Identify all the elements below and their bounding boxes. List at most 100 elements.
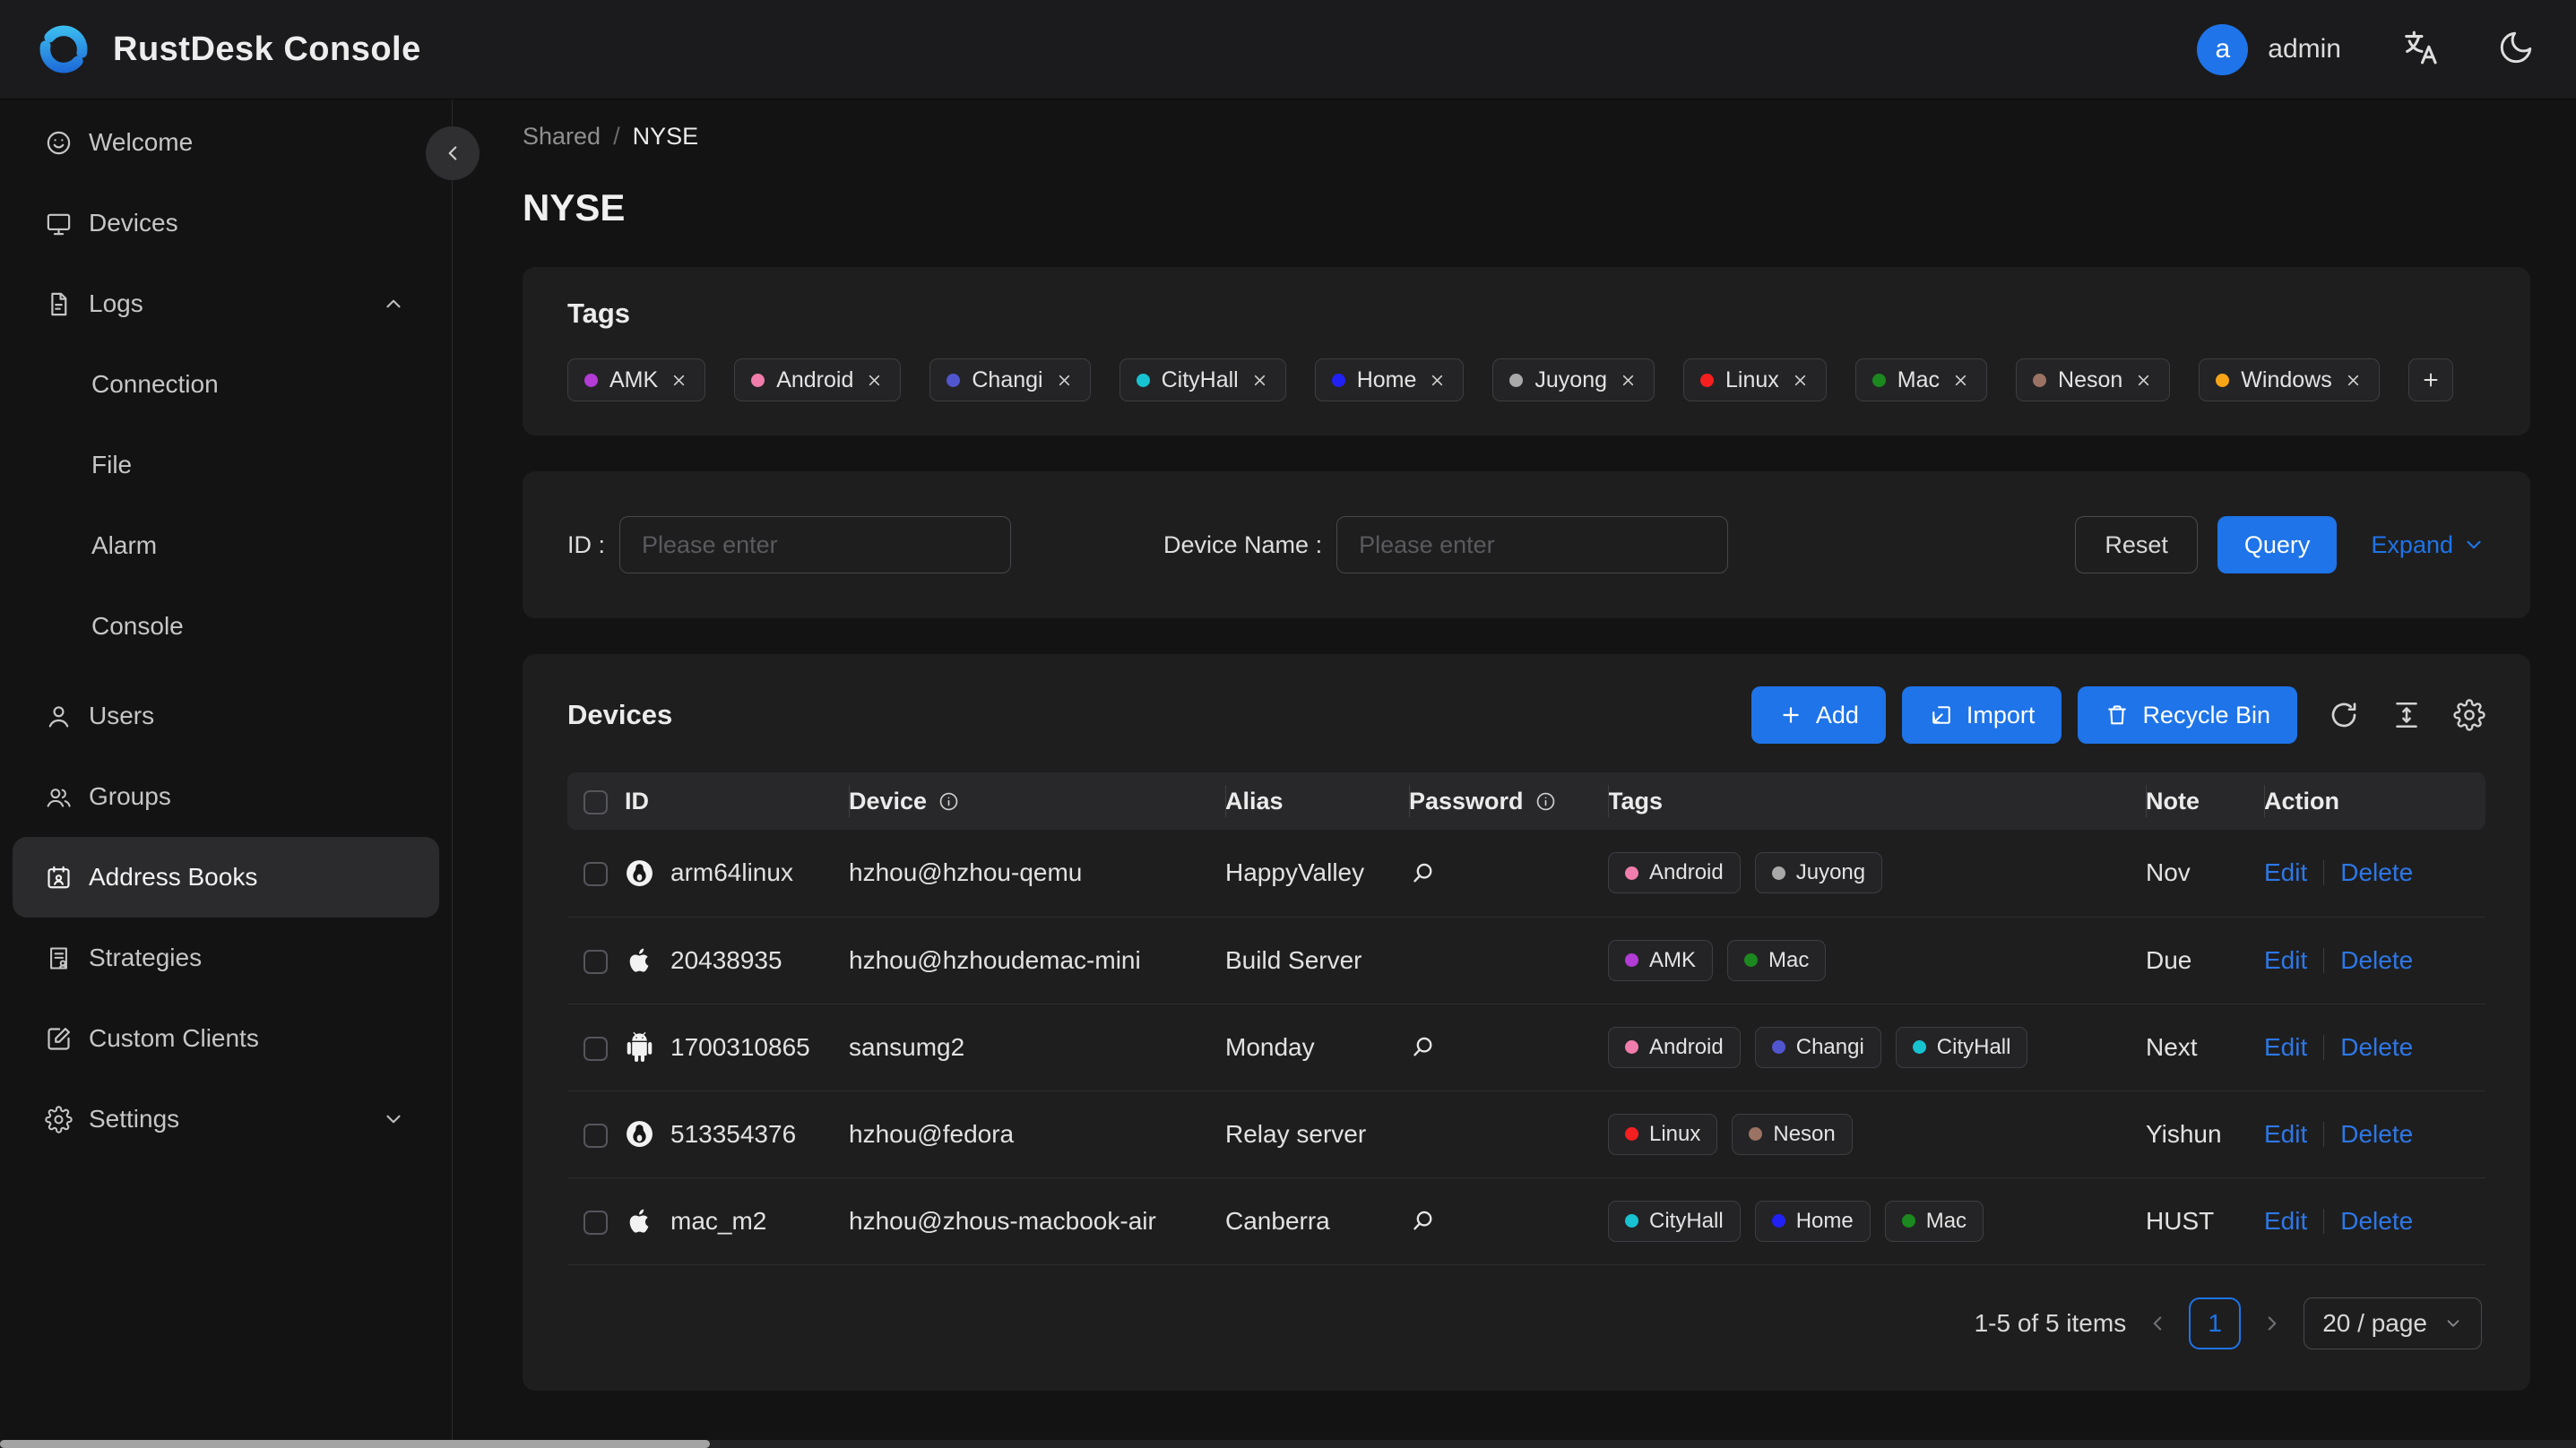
sidebar-item-file[interactable]: File: [13, 425, 439, 505]
close-icon[interactable]: [1951, 371, 1970, 390]
device-alias: Monday: [1225, 1004, 1409, 1091]
translate-icon[interactable]: [2400, 27, 2442, 73]
edit-link[interactable]: Edit: [2264, 945, 2308, 974]
delete-link[interactable]: Delete: [2340, 858, 2414, 887]
close-icon[interactable]: [2344, 371, 2363, 390]
edit-link[interactable]: Edit: [2264, 1032, 2308, 1061]
add-button[interactable]: Add: [1750, 686, 1886, 744]
tag-color-dot: [1700, 373, 1715, 387]
reset-button[interactable]: Reset: [2075, 516, 2198, 573]
username[interactable]: admin: [2268, 34, 2341, 64]
sidebar-item-users[interactable]: Users: [13, 676, 439, 756]
sidebar-item-connection[interactable]: Connection: [13, 344, 439, 425]
row-checkbox[interactable]: [583, 1036, 608, 1061]
close-icon[interactable]: [865, 371, 884, 390]
breadcrumb-parent[interactable]: Shared: [523, 123, 601, 150]
note-cell: Due: [2146, 917, 2264, 1004]
page-size-select[interactable]: 20 / page: [2304, 1297, 2482, 1349]
address-book-icon: [45, 864, 73, 892]
edit-link[interactable]: Edit: [2264, 1119, 2308, 1148]
user-icon: [45, 702, 73, 730]
next-page-button[interactable]: [2260, 1312, 2284, 1335]
close-icon[interactable]: [1055, 371, 1074, 390]
sidebar-item-groups[interactable]: Groups: [13, 756, 439, 837]
horizontal-scrollbar-thumb[interactable]: [0, 1440, 710, 1448]
close-icon[interactable]: [1250, 371, 1269, 390]
table-row: 1700310865 sansumg2 Monday Android Changi Cit…: [567, 1004, 2485, 1091]
add-tag-button[interactable]: [2407, 358, 2453, 401]
tag-label: Neson: [2058, 366, 2123, 392]
delete-link[interactable]: Delete: [2340, 1032, 2414, 1061]
sidebar-item-strategies[interactable]: Strategies: [13, 918, 439, 998]
tag-label: Android: [776, 366, 854, 392]
device-id: arm64linux: [670, 858, 793, 887]
delete-link[interactable]: Delete: [2340, 1206, 2414, 1235]
query-button[interactable]: Query: [2217, 516, 2338, 573]
column-header-password: Password: [1409, 772, 1608, 830]
column-label: Password: [1409, 787, 1524, 814]
sidebar-item-console[interactable]: Console: [13, 586, 439, 667]
sidebar-item-devices[interactable]: Devices: [13, 183, 439, 263]
row-checkbox[interactable]: [583, 1123, 608, 1148]
sidebar-item-address-books[interactable]: Address Books: [13, 837, 439, 918]
view-password-icon[interactable]: [1409, 1207, 1608, 1235]
breadcrumb: Shared / NYSE: [523, 123, 2530, 151]
close-icon[interactable]: [670, 371, 688, 390]
refresh-icon[interactable]: [2328, 699, 2360, 731]
close-icon[interactable]: [1428, 371, 1447, 390]
expand-link[interactable]: Expand: [2371, 531, 2485, 559]
tag-label: Changi: [972, 366, 1043, 392]
sidebar-nav: Welcome Devices Logs Connection File Alarm Con…: [0, 102, 452, 1159]
add-button-label: Add: [1815, 701, 1859, 728]
sidebar-item-settings[interactable]: Settings: [13, 1079, 439, 1159]
row-height-icon[interactable]: [2390, 699, 2423, 731]
row-checkbox[interactable]: [583, 949, 608, 974]
column-header-alias: Alias: [1225, 772, 1409, 830]
row-checkbox[interactable]: [583, 862, 608, 887]
device-name-input[interactable]: [1336, 516, 1729, 573]
device-name-field: Device Name :: [1163, 516, 1729, 573]
dark-mode-icon[interactable]: [2497, 29, 2535, 71]
chevron-down-icon: [2462, 533, 2485, 556]
linux-icon: [625, 1119, 654, 1149]
view-password-icon[interactable]: [1409, 859, 1608, 887]
app-title: RustDesk Console: [113, 30, 421, 68]
sidebar-item-label: Groups: [89, 782, 171, 810]
device-id: 20438935: [670, 945, 782, 974]
close-icon[interactable]: [1619, 371, 1638, 390]
sidebar-item-alarm[interactable]: Alarm: [13, 505, 439, 586]
row-checkbox[interactable]: [583, 1210, 608, 1235]
sidebar-item-logs[interactable]: Logs: [13, 263, 439, 344]
page-number-button[interactable]: 1: [2189, 1297, 2242, 1349]
import-button[interactable]: Import: [1901, 686, 2062, 744]
close-icon[interactable]: [2134, 371, 2153, 390]
tag-color-dot: [1912, 1040, 1926, 1054]
sidebar-collapse-button[interactable]: [426, 126, 480, 180]
action-divider: [2323, 1121, 2325, 1147]
delete-link[interactable]: Delete: [2340, 1119, 2414, 1148]
prev-page-button[interactable]: [2146, 1312, 2169, 1335]
tag-color-dot: [1771, 1214, 1785, 1228]
sidebar-item-welcome[interactable]: Welcome: [13, 102, 439, 183]
table-settings-gear-icon[interactable]: [2453, 699, 2485, 731]
tag-color-dot: [1625, 1040, 1638, 1054]
tag-chip: Juyong: [1754, 852, 1883, 894]
breadcrumb-separator: /: [613, 123, 620, 150]
info-icon[interactable]: [938, 790, 960, 813]
id-input[interactable]: [619, 516, 1012, 573]
tag-chip: Juyong: [1492, 358, 1655, 401]
sidebar-item-custom-clients[interactable]: Custom Clients: [13, 998, 439, 1079]
close-icon[interactable]: [1791, 371, 1810, 390]
info-icon[interactable]: [1534, 790, 1557, 813]
view-password-icon[interactable]: [1409, 1033, 1608, 1061]
edit-link[interactable]: Edit: [2264, 1206, 2308, 1235]
device-name: hzhou@fedora: [849, 1090, 1225, 1178]
select-all-checkbox[interactable]: [583, 789, 608, 814]
delete-link[interactable]: Delete: [2340, 945, 2414, 974]
edit-link[interactable]: Edit: [2264, 858, 2308, 887]
header-right: a admin: [2197, 23, 2535, 75]
tag-label: Mac: [1925, 1208, 1967, 1233]
recycle-bin-button[interactable]: Recycle Bin: [2078, 686, 2297, 744]
avatar[interactable]: a: [2197, 23, 2249, 75]
pagination: 1-5 of 5 items 1 20 / page: [567, 1265, 2485, 1391]
